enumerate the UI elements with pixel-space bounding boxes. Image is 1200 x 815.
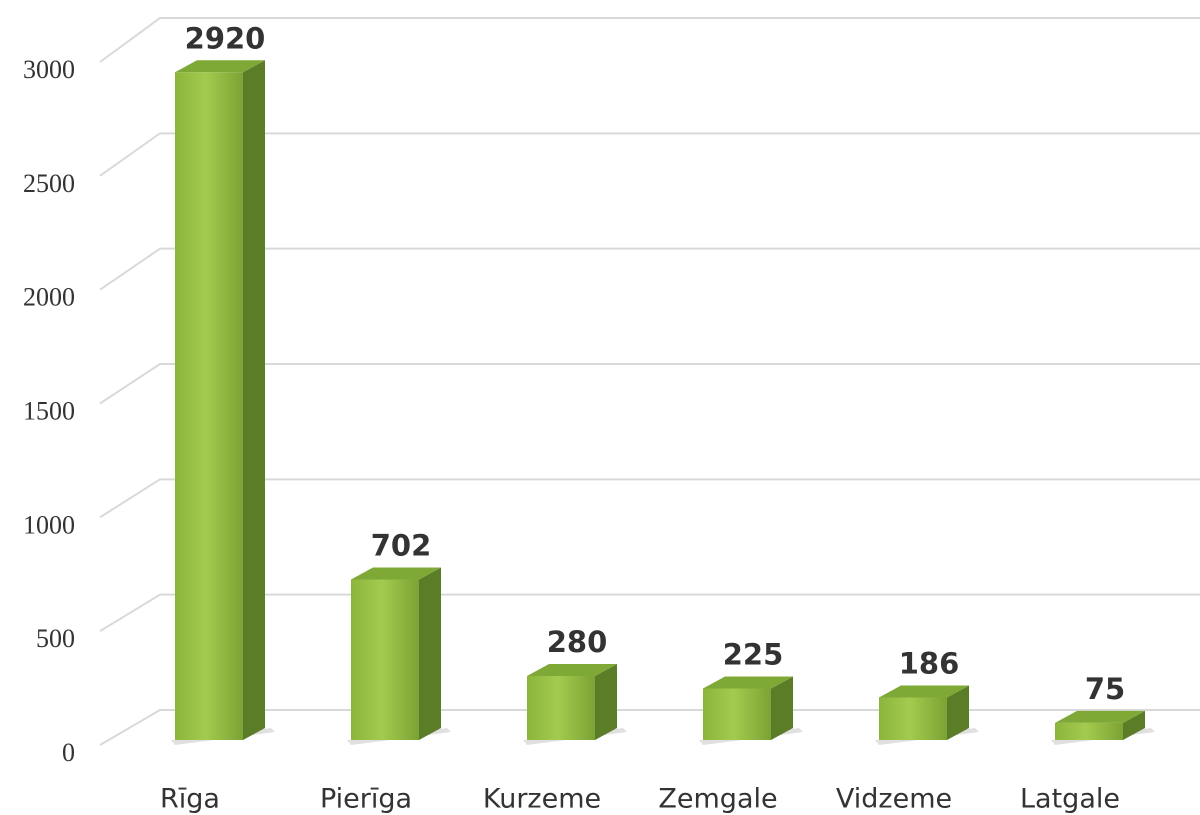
x-tick-label: Vidzeme: [836, 784, 952, 815]
grid-line: [99, 17, 1200, 63]
bar: [875, 685, 979, 745]
bar: [523, 663, 627, 745]
bar: [1051, 710, 1155, 745]
value-label: 75: [1085, 672, 1125, 706]
y-tick-label: 500: [36, 624, 75, 653]
y-tick-label: 2000: [23, 283, 75, 312]
bar-side: [595, 663, 617, 740]
bar-front: [527, 675, 595, 740]
y-tick-label: 3000: [23, 55, 75, 84]
x-tick-label: Pierīga: [320, 784, 412, 815]
bar-top: [351, 567, 441, 580]
x-tick-label: Zemgale: [658, 784, 777, 815]
bar-side: [1123, 710, 1145, 740]
bar-side: [243, 60, 265, 740]
grid-line: [99, 247, 1200, 291]
bar-front: [879, 697, 947, 740]
bar-top: [703, 676, 793, 689]
bar-side: [419, 567, 441, 740]
grid-line: [99, 593, 1200, 633]
bar: [347, 567, 451, 745]
grid-line: [99, 363, 1200, 405]
bar-top: [879, 685, 969, 698]
bar-side: [947, 685, 969, 740]
y-tick-label: 0: [62, 738, 75, 767]
y-tick-label: 1000: [23, 510, 75, 539]
value-label: 186: [899, 646, 960, 680]
x-tick-label: Latgale: [1020, 784, 1120, 815]
bar-front: [175, 72, 243, 740]
bar: [699, 676, 803, 745]
bar-front: [1055, 722, 1123, 740]
bar-top: [527, 663, 617, 676]
bar-front: [703, 688, 771, 740]
grid-line: [99, 132, 1200, 177]
bar-top: [175, 60, 265, 73]
bar-front: [351, 579, 419, 740]
grid-line: [99, 478, 1200, 519]
value-label: 2920: [185, 21, 266, 55]
value-label: 702: [371, 528, 432, 562]
value-label: 280: [547, 625, 608, 659]
bar-top: [1055, 710, 1145, 723]
bar-side: [771, 676, 793, 740]
y-tick-label: 1500: [23, 396, 75, 425]
y-tick-label: 2500: [23, 169, 75, 198]
x-tick-label: Rīga: [160, 784, 220, 815]
bar: [171, 60, 275, 745]
value-label: 225: [723, 638, 784, 672]
x-tick-label: Kurzeme: [483, 784, 601, 815]
grid-line: [99, 709, 1200, 746]
